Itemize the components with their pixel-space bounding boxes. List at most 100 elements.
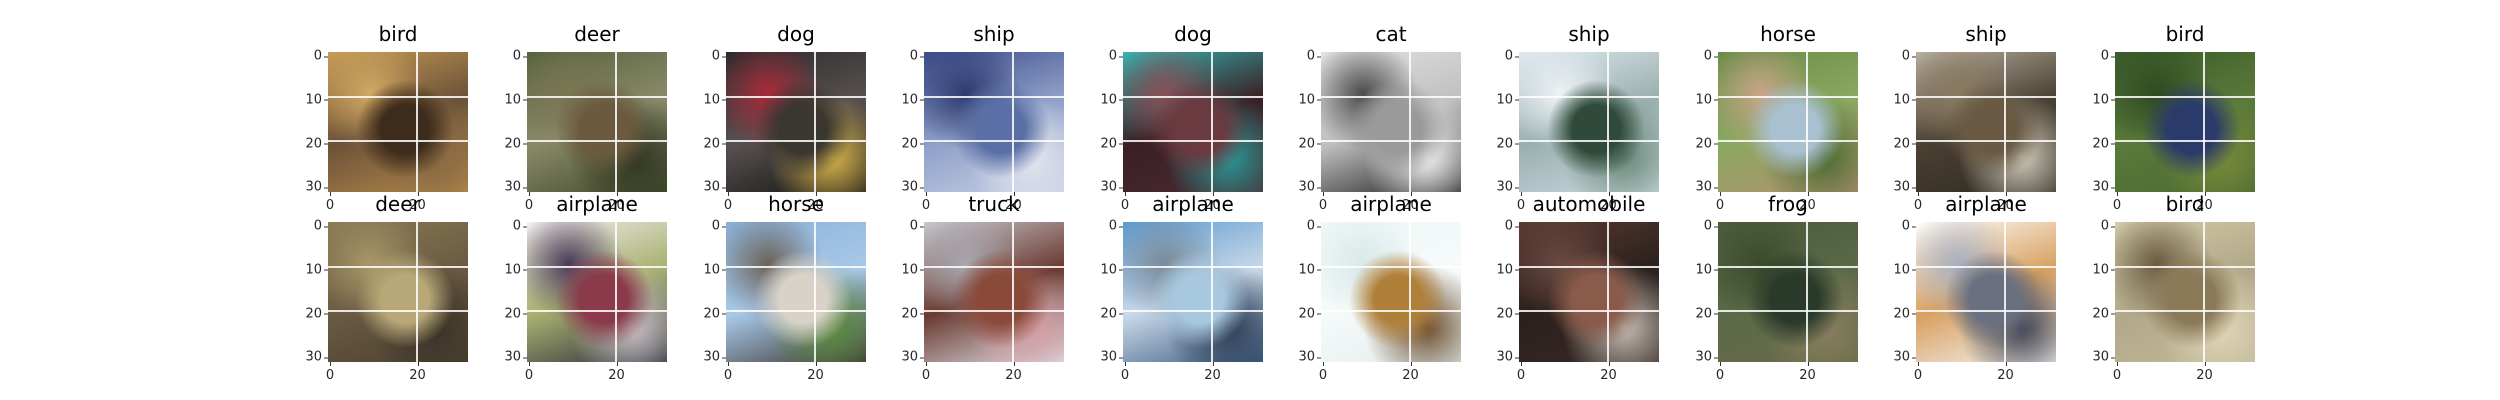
panel-title: horse	[1678, 22, 1898, 46]
y-tick-label: 10	[2089, 92, 2109, 107]
thumbnail-image	[924, 222, 1064, 362]
grid-line	[1916, 266, 2056, 268]
grid-line	[328, 266, 468, 268]
y-tick-label: 0	[898, 49, 918, 64]
y-tick-label: 0	[1493, 49, 1513, 64]
y-tick-label: 0	[1692, 219, 1712, 234]
grid-line	[1409, 52, 1411, 192]
image-panel: airplane 0 10 20 30 0 20	[1916, 222, 2056, 362]
thumbnail-image	[2115, 222, 2255, 362]
grid-line	[924, 140, 1064, 142]
thumbnail-image	[726, 222, 866, 362]
grid-line	[1806, 222, 1808, 362]
image-panel: airplane 0 10 20 30 0 20	[1321, 222, 1461, 362]
y-tick-label: 10	[1692, 92, 1712, 107]
y-tick-label: 30	[1692, 350, 1712, 365]
grid-line	[924, 96, 1064, 98]
grid-line	[726, 266, 866, 268]
y-tick-label: 20	[1890, 136, 1910, 151]
grid-line	[328, 96, 468, 98]
thumbnail-image	[1718, 222, 1858, 362]
y-tick-label: 10	[1295, 262, 1315, 277]
y-tick-label: 30	[1295, 350, 1315, 365]
y-tick-label: 0	[700, 219, 720, 234]
grid-line	[1718, 310, 1858, 312]
image-panel: ship 0 10 20 30 0 20	[1916, 52, 2056, 192]
y-tick-label: 20	[2089, 136, 2109, 151]
y-tick-label: 0	[1890, 49, 1910, 64]
y-tick-label: 20	[1097, 136, 1117, 151]
y-tick-label: 0	[700, 49, 720, 64]
x-tick-label: 0	[315, 368, 345, 383]
x-tick-label: 0	[2102, 368, 2132, 383]
grid-line	[1123, 266, 1263, 268]
grid-line	[726, 140, 866, 142]
y-tick-label: 0	[1295, 49, 1315, 64]
grid-line	[1123, 96, 1263, 98]
image-panel: cat 0 10 20 30 0 20	[1321, 52, 1461, 192]
y-tick-label: 10	[501, 92, 521, 107]
grid-line	[2203, 222, 2205, 362]
image-panel: truck 0 10 20 30 0 20	[924, 222, 1064, 362]
grid-line	[416, 52, 418, 192]
grid-line	[1123, 140, 1263, 142]
grid-line	[2115, 140, 2255, 142]
y-tick-label: 30	[1493, 350, 1513, 365]
x-tick-label: 0	[1110, 368, 1140, 383]
image-panel: dog 0 10 20 30 0 20	[1123, 52, 1263, 192]
y-tick-label: 10	[501, 262, 521, 277]
panel-title: deer	[487, 22, 707, 46]
grid-line	[2004, 222, 2006, 362]
image-panel: ship 0 10 20 30 0 20	[924, 52, 1064, 192]
x-tick-label: 20	[999, 368, 1029, 383]
x-tick-label: 0	[1308, 368, 1338, 383]
x-tick-label: 20	[1793, 368, 1823, 383]
image-panel: bird 0 10 20 30 0 20	[2115, 222, 2255, 362]
grid-line	[1012, 222, 1014, 362]
grid-line	[1916, 140, 2056, 142]
y-tick-label: 20	[1295, 306, 1315, 321]
thumbnail-image	[924, 52, 1064, 192]
y-tick-label: 10	[1493, 262, 1513, 277]
grid-line	[1321, 96, 1461, 98]
grid-line	[1012, 52, 1014, 192]
image-panel: horse 0 10 20 30 0 20	[726, 222, 866, 362]
thumbnail-image	[527, 52, 667, 192]
panel-title: bird	[2075, 22, 2295, 46]
y-tick-label: 0	[1097, 219, 1117, 234]
grid-line	[615, 222, 617, 362]
grid-line	[924, 310, 1064, 312]
panel-title: ship	[1479, 22, 1699, 46]
y-tick-label: 20	[700, 136, 720, 151]
grid-line	[924, 266, 1064, 268]
panel-title: automobile	[1479, 192, 1699, 216]
thumbnail-image	[1718, 52, 1858, 192]
y-tick-label: 20	[302, 306, 322, 321]
thumbnail-image	[328, 52, 468, 192]
y-tick-label: 20	[1493, 136, 1513, 151]
grid-line	[1718, 140, 1858, 142]
panel-title: bird	[2075, 192, 2295, 216]
y-tick-label: 30	[2089, 350, 2109, 365]
y-tick-label: 0	[302, 219, 322, 234]
grid-line	[1806, 52, 1808, 192]
panel-title: airplane	[1281, 192, 1501, 216]
thumbnail-image	[2115, 52, 2255, 192]
grid-line	[1718, 96, 1858, 98]
panel-title: deer	[288, 192, 508, 216]
y-tick-label: 0	[1692, 49, 1712, 64]
panel-title: airplane	[487, 192, 707, 216]
y-tick-label: 10	[1692, 262, 1712, 277]
image-panel: deer 0 10 20 30 0 20	[328, 222, 468, 362]
x-tick-label: 0	[713, 368, 743, 383]
x-tick-label: 20	[1396, 368, 1426, 383]
y-tick-label: 0	[302, 49, 322, 64]
thumbnail-image	[1519, 222, 1659, 362]
thumbnail-image	[726, 52, 866, 192]
thumbnail-image	[328, 222, 468, 362]
grid-line	[2004, 52, 2006, 192]
y-tick-label: 0	[1890, 219, 1910, 234]
thumbnail-image	[1519, 52, 1659, 192]
panel-title: horse	[686, 192, 906, 216]
thumbnail-image	[1123, 222, 1263, 362]
